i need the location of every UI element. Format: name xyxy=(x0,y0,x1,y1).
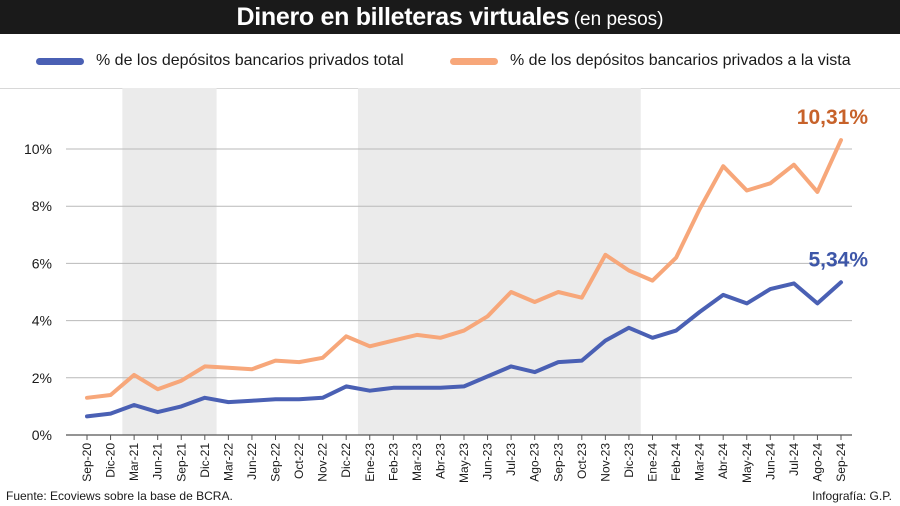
line-series-vista xyxy=(85,138,843,400)
x-tick-label: Dic-22 xyxy=(339,443,353,478)
x-tick-label: Abr-23 xyxy=(433,443,447,479)
y-tick-label: 2% xyxy=(32,370,52,386)
legend-label-total: % de los depósitos bancarios privados to… xyxy=(96,52,404,69)
legend: % de los depósitos bancarios privados to… xyxy=(0,34,900,89)
x-tick-label: Feb-24 xyxy=(669,443,683,481)
x-tick-label: Jul-23 xyxy=(504,443,518,476)
legend-item-total: % de los depósitos bancarios privados to… xyxy=(36,50,404,72)
x-tick-label: Ago-23 xyxy=(528,443,542,482)
x-tick-label: Sep-21 xyxy=(174,443,188,482)
x-tick-label: Jun-22 xyxy=(245,443,259,480)
x-tick-label: Sep-24 xyxy=(834,443,848,482)
chart-title-bar: Dinero en billeteras virtuales (en pesos… xyxy=(0,0,900,34)
x-tick-label: Oct-23 xyxy=(575,443,589,479)
x-tick-label: Ago-24 xyxy=(810,443,824,482)
y-tick-label: 6% xyxy=(32,255,52,271)
x-tick-label: Jun-24 xyxy=(763,443,777,480)
line-chart: 0% 2% 4% 6% 8% 10% Sep-20 Dic-20 Mar-21 Jun-21 Sep… xyxy=(24,88,869,483)
x-tick-label: Ene-23 xyxy=(363,443,377,482)
end-label-vista: 10,31% xyxy=(797,106,869,129)
legend-swatch-total xyxy=(36,57,84,65)
x-tick-label: Sep-22 xyxy=(269,443,283,482)
x-tick-label: May-24 xyxy=(740,443,754,483)
x-tick-label: Mar-23 xyxy=(410,443,424,481)
chart-subtitle: (en pesos) xyxy=(573,9,664,30)
line-series-total xyxy=(85,280,843,419)
x-tick-label: Jul-24 xyxy=(787,443,801,476)
chart-title: Dinero en billeteras virtuales xyxy=(236,3,570,31)
y-tick-label: 8% xyxy=(32,198,52,214)
y-tick-label: 0% xyxy=(32,427,52,443)
x-tick-label: Mar-21 xyxy=(127,443,141,481)
x-tick-label: Jun-21 xyxy=(151,443,165,480)
x-tick-label: Nov-22 xyxy=(316,443,330,482)
x-tick-label: Ene-24 xyxy=(646,443,660,482)
end-label-total: 5,34% xyxy=(808,248,868,271)
x-tick-label: Sep-23 xyxy=(551,443,565,482)
source-note: Fuente: Ecoviews sobre la base de BCRA. xyxy=(6,489,233,503)
legend-swatch-vista xyxy=(450,57,498,65)
legend-label-vista: % de los depósitos bancarios privados a … xyxy=(510,52,851,69)
x-tick-label: Nov-23 xyxy=(598,443,612,482)
y-tick-label: 4% xyxy=(32,313,52,329)
credit-note: Infografía: G.P. xyxy=(812,489,892,503)
x-tick-label: Feb-23 xyxy=(386,443,400,481)
x-tick-label: Abr-24 xyxy=(716,443,730,479)
x-tick-label: May-23 xyxy=(457,443,471,483)
y-tick-label: 10% xyxy=(24,141,52,157)
x-tick-label: Mar-24 xyxy=(693,443,707,481)
x-tick-label: Dic-20 xyxy=(104,443,118,478)
x-tick-label: Dic-23 xyxy=(622,443,636,478)
x-tick-label: Oct-22 xyxy=(292,443,306,479)
x-tick-label: Sep-20 xyxy=(80,443,94,482)
x-tick-label: Dic-21 xyxy=(198,443,212,478)
legend-item-vista: % de los depósitos bancarios privados a … xyxy=(450,50,851,72)
x-tick-label: Jun-23 xyxy=(481,443,495,480)
shaded-band-2023 xyxy=(357,88,641,435)
x-tick-label: Mar-22 xyxy=(221,443,235,481)
